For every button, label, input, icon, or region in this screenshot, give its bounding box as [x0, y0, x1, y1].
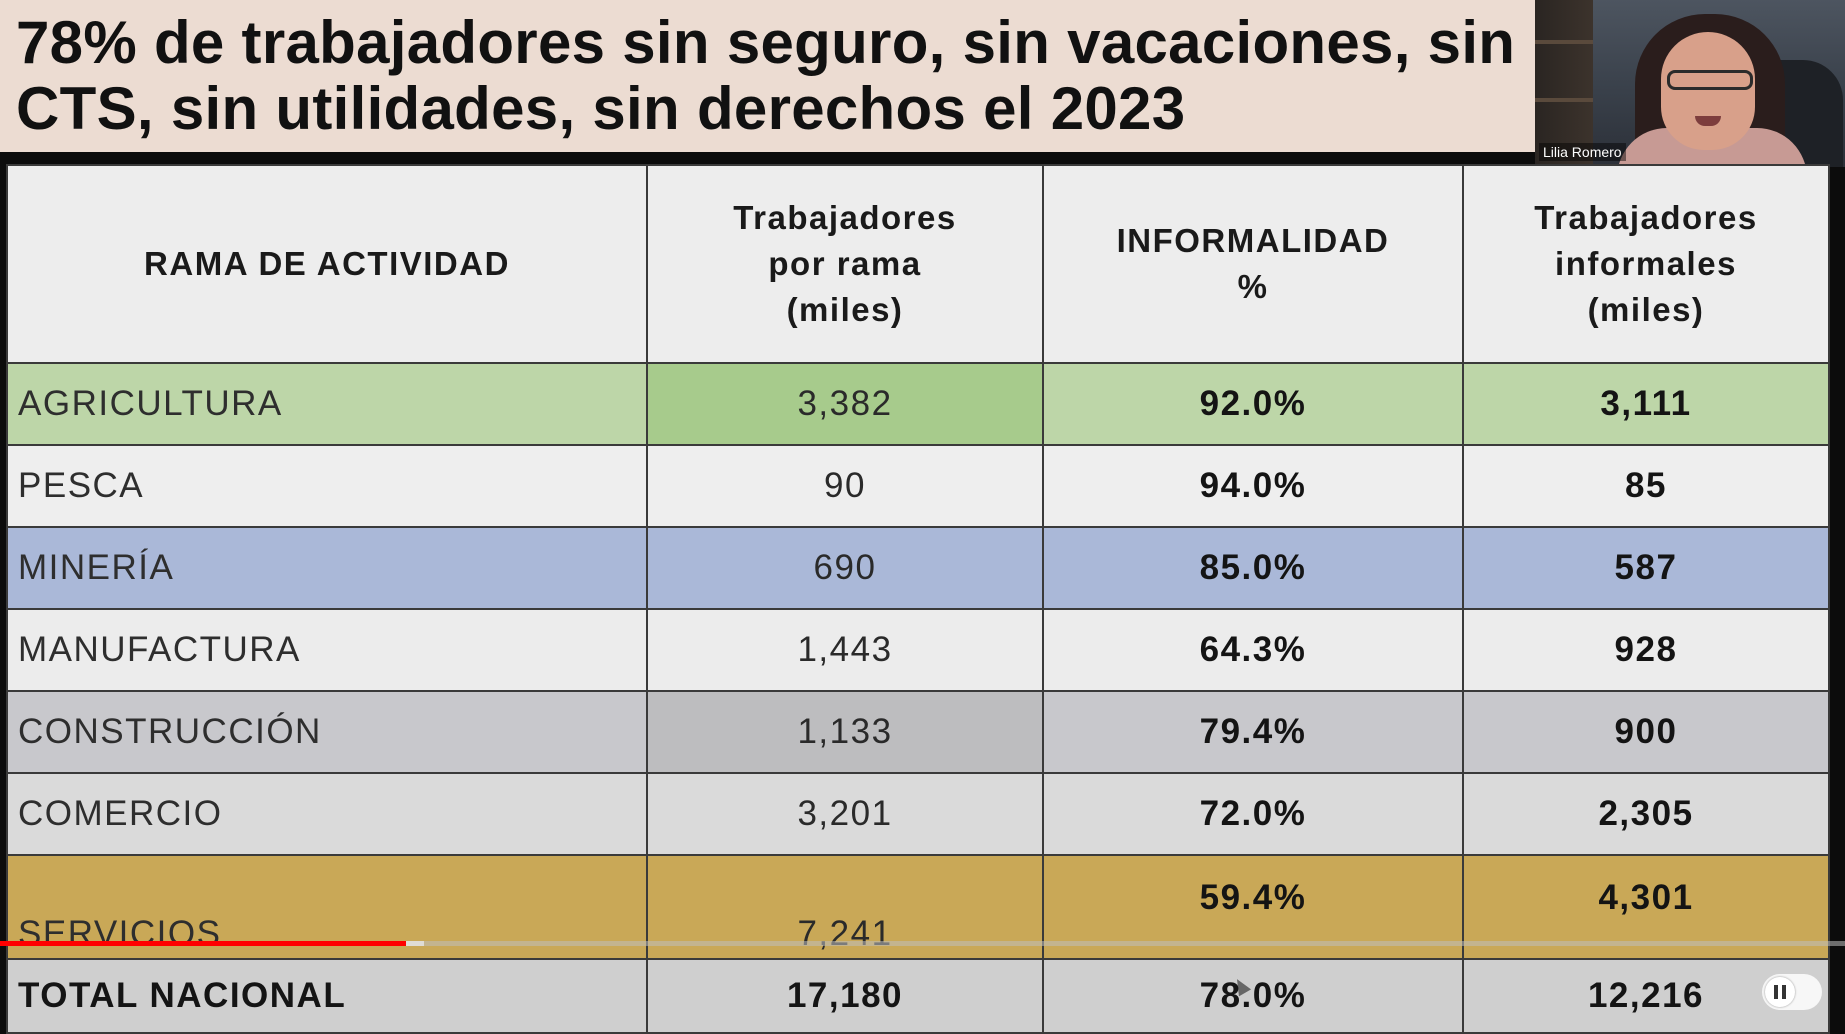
- table-row: AGRICULTURA 3,382 92.0% 3,111: [6, 362, 1830, 446]
- cell-informalidad: 94.0%: [1042, 444, 1464, 528]
- table-row: CONSTRUCCIÓN 1,133 79.4% 900: [6, 690, 1830, 774]
- cell-informalidad: 79.4%: [1042, 690, 1464, 774]
- cell-rama: COMERCIO: [6, 772, 648, 856]
- cell-informales: 3,111: [1462, 362, 1830, 446]
- webcam-feed: Lilia Romero: [1535, 0, 1845, 167]
- cell-total-trabajadores: 17,180: [646, 958, 1044, 1034]
- participant-face: [1661, 32, 1755, 150]
- cell-trabajadores: 3,201: [646, 772, 1044, 856]
- cell-trabajadores: 690: [646, 526, 1044, 610]
- cell-informales: 900: [1462, 690, 1830, 774]
- cell-total-rama: TOTAL NACIONAL: [6, 958, 648, 1034]
- cell-informales: 2,305: [1462, 772, 1830, 856]
- bookshelf-background: [1535, 0, 1593, 167]
- table-total-row: TOTAL NACIONAL 17,180 78.0% 12,216: [6, 958, 1830, 1034]
- cell-informalidad: 64.3%: [1042, 608, 1464, 692]
- cell-rama: CONSTRUCCIÓN: [6, 690, 648, 774]
- pause-toggle-button[interactable]: [1762, 974, 1822, 1010]
- video-progress-bar[interactable]: [0, 941, 1845, 946]
- slide-title-line-2: CTS, sin utilidades, sin derechos el 202…: [16, 75, 1186, 142]
- table-row: MINERÍA 690 85.0% 587: [6, 526, 1830, 610]
- cell-total-informalidad: 78.0%: [1042, 958, 1464, 1034]
- video-played-bar: [0, 941, 406, 946]
- slide-title-line-1: 78% de trabajadores sin seguro, sin vaca…: [16, 9, 1516, 76]
- glasses-icon: [1667, 70, 1753, 90]
- cell-trabajadores: 3,382: [646, 362, 1044, 446]
- informality-table: RAMA DE ACTIVIDAD Trabajadores por rama …: [6, 164, 1830, 1034]
- cell-informales: 85: [1462, 444, 1830, 528]
- cell-rama: PESCA: [6, 444, 648, 528]
- cell-informalidad: 92.0%: [1042, 362, 1464, 446]
- pause-icon: [1774, 985, 1778, 999]
- table-header-row: RAMA DE ACTIVIDAD Trabajadores por rama …: [6, 164, 1830, 364]
- cell-informalidad: 85.0%: [1042, 526, 1464, 610]
- table-row: PESCA 90 94.0% 85: [6, 444, 1830, 528]
- header-rama: RAMA DE ACTIVIDAD: [6, 164, 648, 364]
- participant-name-label: Lilia Romero: [1539, 143, 1626, 161]
- toggle-knob: [1765, 977, 1795, 1007]
- slide-title: 78% de trabajadores sin seguro, sin vaca…: [16, 10, 1536, 142]
- cell-informalidad: 72.0%: [1042, 772, 1464, 856]
- table-row: MANUFACTURA 1,443 64.3% 928: [6, 608, 1830, 692]
- cell-trabajadores: 1,133: [646, 690, 1044, 774]
- table-row: COMERCIO 3,201 72.0% 2,305: [6, 772, 1830, 856]
- cell-trabajadores: 1,443: [646, 608, 1044, 692]
- header-trabajadores: Trabajadores por rama (miles): [646, 164, 1044, 364]
- header-informalidad: INFORMALIDAD %: [1042, 164, 1464, 364]
- cell-informales: 587: [1462, 526, 1830, 610]
- cell-rama: MANUFACTURA: [6, 608, 648, 692]
- cell-trabajadores: 90: [646, 444, 1044, 528]
- cell-rama: MINERÍA: [6, 526, 648, 610]
- cell-rama: AGRICULTURA: [6, 362, 648, 446]
- header-informales: Trabajadores informales (miles): [1462, 164, 1830, 364]
- cell-informales: 928: [1462, 608, 1830, 692]
